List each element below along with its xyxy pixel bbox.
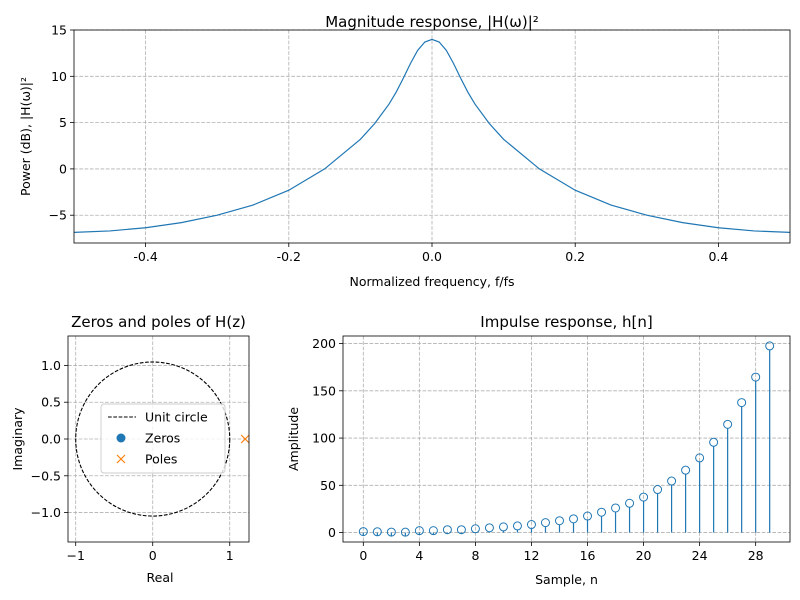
impulse-marker	[569, 514, 579, 524]
impulse-xtick-label: 4	[415, 548, 423, 563]
impulse-xtick-label: 16	[580, 548, 596, 563]
magnitude-ylabel: Power (dB), |H(ω)|²	[18, 77, 33, 196]
impulse-ticks: 0 4 8 12 16 20 24 28 0 50 100 150 200	[312, 336, 764, 563]
magnitude-ticks: -0.4 -0.2 0.0 0.2 0.4 −5 0 5 10 15	[49, 23, 729, 265]
impulse-xtick-label: 20	[636, 548, 652, 563]
magnitude-xlabel: Normalized frequency, f/fs	[349, 274, 514, 289]
pole-zero-panel: Unit circle Zeros Poles −1 0 1 −1.0 −0.5 0.0 0…	[10, 313, 250, 585]
magnitude-ytick-label: 10	[51, 69, 67, 84]
pole-zero-ytick-label: −1.0	[31, 505, 61, 520]
impulse-marker	[554, 516, 564, 526]
legend-unit-circle-label: Unit circle	[145, 410, 208, 425]
impulse-ytick-label: 50	[320, 478, 336, 493]
impulse-marker	[456, 525, 466, 535]
pole-zero-ylabel: Imaginary	[10, 407, 25, 471]
impulse-marker	[386, 527, 396, 537]
pole-zero-ytick-label: −0.5	[31, 468, 61, 483]
impulse-xtick-label: 0	[359, 548, 367, 563]
impulse-ytick-label: 0	[328, 525, 336, 540]
magnitude-ytick-label: −5	[49, 208, 67, 223]
impulse-marker	[611, 503, 621, 513]
magnitude-xtick-label: -0.4	[133, 249, 157, 264]
pole-zero-ytick-label: 0.5	[41, 395, 61, 410]
magnitude-ytick-label: 5	[59, 115, 67, 130]
impulse-marker	[653, 485, 663, 495]
pole-zero-xtick-label: 1	[226, 548, 234, 563]
pole-zero-xlabel: Real	[147, 570, 174, 585]
legend-zeros-label: Zeros	[145, 431, 180, 446]
legend-poles-swatch	[116, 454, 126, 464]
pole-zero-xtick-label: −1	[66, 548, 84, 563]
impulse-marker	[414, 526, 424, 536]
impulse-marker	[526, 520, 536, 530]
pole-zero-markers	[240, 434, 250, 444]
impulse-marker	[400, 527, 410, 537]
impulse-marker	[667, 476, 677, 486]
impulse-marker	[372, 527, 382, 537]
magnitude-xtick-label: 0.0	[422, 249, 442, 264]
impulse-marker	[709, 437, 719, 447]
pole-zero-ticks: −1 0 1 −1.0 −0.5 0.0 0.5 1.0	[31, 358, 234, 563]
impulse-marker	[428, 526, 438, 536]
pole-zero-title: Zeros and poles of H(z)	[71, 313, 246, 331]
impulse-marker	[498, 522, 508, 532]
magnitude-xtick-label: -0.2	[277, 249, 301, 264]
pole-zero-ytick-label: 1.0	[41, 358, 61, 373]
impulse-xtick-label: 28	[748, 548, 764, 563]
impulse-ytick-label: 200	[312, 336, 336, 351]
unit-circle	[75, 361, 231, 517]
impulse-marker	[583, 511, 593, 521]
impulse-xtick-label: 24	[692, 548, 708, 563]
impulse-marker	[695, 453, 705, 463]
magnitude-ytick-label: 15	[51, 23, 67, 38]
impulse-marker	[470, 524, 480, 534]
impulse-marker	[737, 398, 747, 408]
impulse-response-panel: 0 4 8 12 16 20 24 28 0 50 100 150 200 Impulse respon…	[286, 313, 791, 587]
legend-zeros-swatch	[116, 433, 126, 443]
magnitude-ytick-label: 0	[59, 161, 67, 176]
magnitude-xtick-label: 0.2	[565, 249, 585, 264]
legend-box	[100, 403, 226, 474]
pole-zero-legend: Unit circle Zeros Poles	[100, 403, 226, 474]
impulse-ylabel: Amplitude	[286, 407, 301, 471]
impulse-stems	[358, 341, 775, 537]
impulse-xtick-label: 8	[471, 548, 479, 563]
legend-poles-label: Poles	[145, 452, 177, 467]
impulse-marker	[751, 372, 761, 382]
impulse-marker	[442, 525, 452, 535]
impulse-marker	[358, 527, 368, 537]
impulse-marker	[625, 498, 635, 508]
impulse-marker	[540, 518, 550, 528]
impulse-xtick-label: 12	[524, 548, 540, 563]
pole-marker	[240, 434, 250, 444]
magnitude-xtick-label: 0.4	[708, 249, 728, 264]
impulse-marker	[639, 492, 649, 502]
impulse-marker	[512, 521, 522, 531]
impulse-marker	[723, 419, 733, 429]
pole-zero-ytick-label: 0.0	[41, 432, 61, 447]
impulse-ytick-label: 150	[312, 383, 336, 398]
impulse-marker	[484, 523, 494, 533]
impulse-marker	[765, 341, 775, 351]
pole-zero-xtick-label: 0	[149, 548, 157, 563]
impulse-title: Impulse response, h[n]	[480, 313, 652, 331]
impulse-marker	[597, 507, 607, 517]
impulse-axes-frame	[342, 335, 791, 543]
magnitude-title: Magnitude response, |H(ω)|²	[325, 13, 539, 31]
magnitude-curve	[73, 38, 791, 233]
impulse-marker	[681, 465, 691, 475]
magnitude-response-panel: -0.4 -0.2 0.0 0.2 0.4 −5 0 5 10 15 Magnitude resp…	[18, 13, 791, 289]
impulse-ytick-label: 100	[312, 431, 336, 446]
impulse-grid	[343, 336, 790, 542]
impulse-xlabel: Sample, n	[535, 572, 598, 587]
